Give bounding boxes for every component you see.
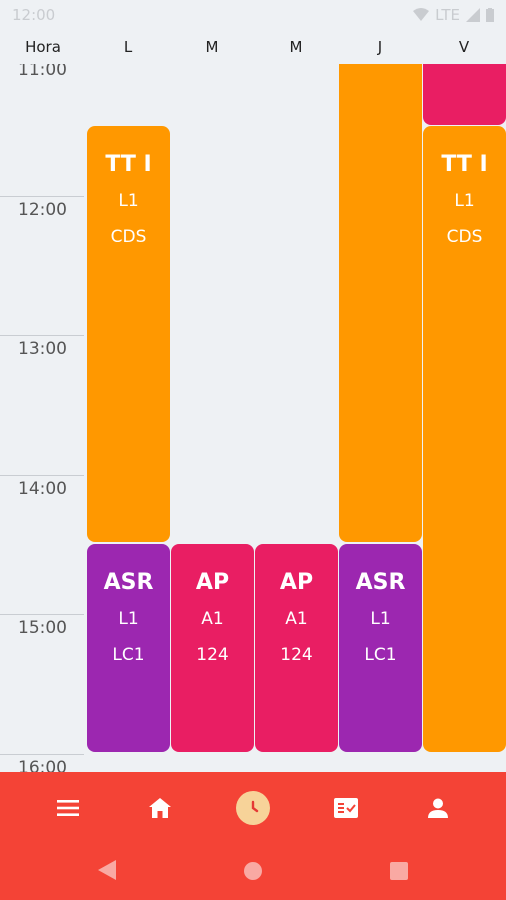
hour-label: 13:00: [18, 339, 67, 359]
class-block[interactable]: TT I L1 CDS: [87, 126, 170, 542]
back-icon[interactable]: [98, 860, 116, 884]
status-icons: LTE: [413, 6, 494, 24]
class-room: CDS: [110, 227, 147, 247]
class-block[interactable]: TT I L1 CDS: [423, 126, 506, 752]
home-icon[interactable]: [142, 790, 178, 826]
class-group: L1: [118, 609, 139, 629]
class-group: L1: [370, 609, 391, 629]
checklist-icon[interactable]: [328, 790, 364, 826]
class-group: L1: [454, 191, 475, 211]
class-title: TT I: [441, 152, 488, 177]
class-block[interactable]: [339, 64, 422, 542]
class-title: AP: [195, 570, 230, 595]
hour-label: 12:00: [18, 200, 67, 220]
bottom-navigation: [0, 772, 506, 844]
class-room: LC1: [112, 645, 145, 665]
day-header-thursday: J: [377, 38, 383, 56]
hour-divider: [0, 475, 84, 476]
class-group: L1: [118, 191, 139, 211]
home-circle-icon[interactable]: [244, 862, 262, 884]
hour-label: 11:00: [18, 64, 67, 80]
recents-icon[interactable]: [390, 862, 408, 884]
day-header-monday: L: [123, 38, 133, 56]
class-title: ASR: [103, 570, 154, 595]
hour-divider: [0, 196, 84, 197]
class-group: A1: [285, 609, 308, 629]
class-group: A1: [201, 609, 224, 629]
menu-icon[interactable]: [50, 790, 86, 826]
day-header-friday: V: [458, 38, 470, 56]
profile-icon[interactable]: [420, 790, 456, 826]
class-title: ASR: [355, 570, 406, 595]
class-block[interactable]: ASR L1 LC1: [339, 544, 422, 752]
signal-icon: [466, 8, 480, 22]
hour-column-header: Hora: [25, 38, 61, 56]
hour-label: 15:00: [18, 618, 67, 638]
status-bar: 12:00 LTE: [0, 0, 506, 30]
class-title: AP: [279, 570, 314, 595]
class-title: TT I: [105, 152, 152, 177]
class-room: LC1: [364, 645, 397, 665]
class-block[interactable]: ASR L1 LC1: [87, 544, 170, 752]
day-header-wednesday: M: [289, 38, 303, 56]
hour-label: 14:00: [18, 479, 67, 499]
system-navigation-bar: [0, 844, 506, 900]
clock-icon[interactable]: [236, 791, 270, 825]
hour-divider: [0, 335, 84, 336]
class-block[interactable]: AP A1 124: [255, 544, 338, 752]
class-room: 124: [280, 645, 313, 665]
wifi-icon: [413, 8, 430, 22]
hour-label: 16:00: [18, 758, 67, 772]
schedule-grid[interactable]: TT I L1 CDS ASR L1 LC1 AP A1 124 AP A1 1…: [84, 64, 506, 772]
day-header-tuesday: M: [205, 38, 219, 56]
hour-column: 11:00 12:00 13:00 14:00 15:00 16:00: [0, 64, 84, 772]
class-room: 124: [196, 645, 229, 665]
hour-divider: [0, 754, 84, 755]
status-time: 12:00: [12, 6, 56, 24]
day-header: Hora L M M J V: [0, 30, 506, 64]
class-block[interactable]: [423, 64, 506, 125]
class-room: CDS: [446, 227, 483, 247]
hour-divider: [0, 614, 84, 615]
network-type: LTE: [435, 6, 460, 24]
class-block[interactable]: AP A1 124: [171, 544, 254, 752]
battery-icon: [486, 8, 494, 22]
